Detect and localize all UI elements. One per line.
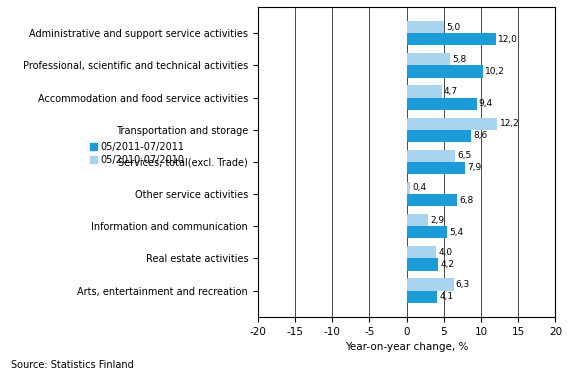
X-axis label: Year-on-year change, %: Year-on-year change, % [345, 342, 468, 352]
Text: 10,2: 10,2 [485, 67, 505, 76]
Bar [407, 65, 483, 78]
Legend: 05/2011-07/2011, 05/2010-07/2010: 05/2011-07/2011, 05/2010-07/2010 [90, 142, 185, 165]
Text: 4,1: 4,1 [439, 292, 453, 301]
Text: Source: Statistics Finland: Source: Statistics Finland [11, 360, 134, 370]
Bar [407, 162, 465, 174]
Bar [407, 291, 437, 303]
Text: 6,5: 6,5 [457, 151, 472, 160]
Bar [407, 53, 450, 65]
Text: 5,0: 5,0 [446, 23, 460, 32]
Bar [407, 98, 477, 110]
Bar [407, 85, 442, 98]
Bar [407, 182, 410, 194]
Bar [407, 117, 497, 130]
Bar [407, 33, 496, 46]
Text: 0,4: 0,4 [412, 183, 426, 193]
Text: 8,6: 8,6 [473, 131, 487, 140]
Text: 4,0: 4,0 [439, 248, 453, 257]
Text: 4,7: 4,7 [444, 87, 458, 96]
Bar [407, 214, 428, 226]
Bar [407, 246, 436, 258]
Bar [407, 21, 444, 33]
Bar [407, 278, 453, 291]
Text: 6,3: 6,3 [456, 280, 470, 289]
Text: 4,2: 4,2 [440, 260, 454, 269]
Bar [407, 226, 447, 238]
Bar [407, 194, 457, 206]
Text: 12,2: 12,2 [500, 119, 519, 128]
Bar [407, 150, 455, 162]
Text: 5,4: 5,4 [449, 228, 463, 237]
Text: 7,9: 7,9 [468, 163, 482, 172]
Bar [407, 130, 471, 142]
Text: 5,8: 5,8 [452, 55, 467, 64]
Text: 6,8: 6,8 [460, 196, 474, 205]
Bar [407, 258, 438, 270]
Text: 9,4: 9,4 [479, 99, 493, 108]
Text: 2,9: 2,9 [431, 215, 444, 224]
Text: 12,0: 12,0 [498, 35, 518, 44]
